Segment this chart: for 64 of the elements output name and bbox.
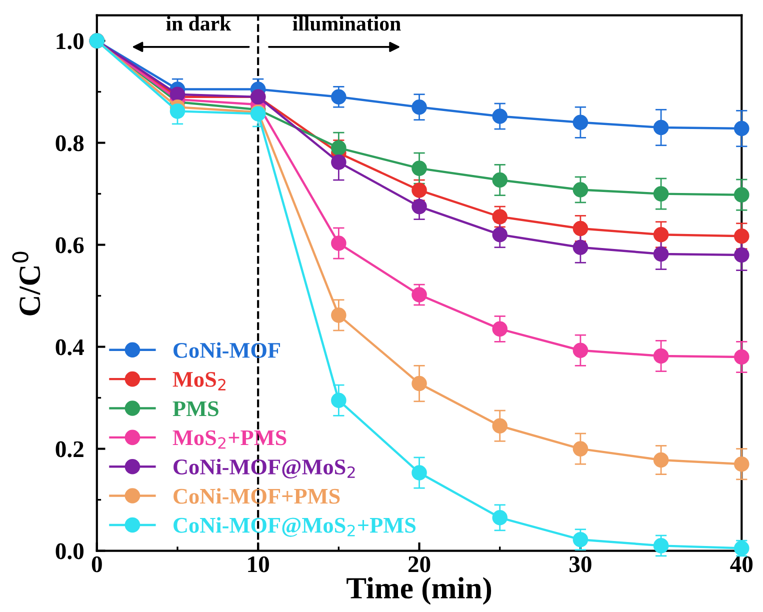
x-tick-label: 20 <box>408 556 430 572</box>
point <box>492 321 508 337</box>
point <box>572 182 588 198</box>
legend-label: CoNi-MOF <box>174 342 280 358</box>
point <box>331 154 346 170</box>
y-tick-label: 0.4 <box>56 339 84 356</box>
legend-label: MoS$_{2}$+PMS <box>172 430 286 449</box>
point <box>653 186 669 202</box>
legend-label: CoNi-MOF@MoS$_{2}$+PMS <box>174 517 416 537</box>
x-tick-label: 0 <box>92 556 102 572</box>
y-axis-title: C/C$^{0}$ <box>12 252 40 316</box>
legend-label: CoNi-MOF+PMS <box>174 488 340 504</box>
point <box>170 86 186 102</box>
y-tick-label: 0.8 <box>56 135 84 152</box>
x-axis-title: Time (min) <box>346 577 492 605</box>
point <box>492 172 508 188</box>
x-tick-label: 40 <box>730 556 753 572</box>
legend-label: CoNi-MOF@MoS$_{2}$ <box>174 458 355 478</box>
point <box>412 182 427 198</box>
point <box>572 240 588 255</box>
y-tick-label: 0.0 <box>56 543 84 560</box>
point <box>653 348 669 364</box>
point <box>653 246 669 262</box>
point <box>653 120 669 136</box>
x-tick-label: 30 <box>570 556 592 572</box>
point <box>170 104 186 119</box>
point <box>492 209 508 224</box>
point <box>492 108 508 124</box>
point <box>572 220 588 236</box>
point <box>653 226 669 242</box>
point <box>734 120 750 136</box>
point <box>331 236 346 251</box>
y-tick-label: 0.6 <box>56 237 84 254</box>
point <box>572 342 588 358</box>
y-tick-label: 1.0 <box>56 33 84 50</box>
point <box>331 392 346 408</box>
point <box>331 308 346 323</box>
point <box>412 160 427 176</box>
point <box>331 89 346 105</box>
annotation: illumination <box>292 16 401 31</box>
y-tick-label: 0.2 <box>56 441 84 458</box>
point <box>412 99 427 115</box>
point <box>492 510 508 526</box>
legend-label: MoS$_{2}$ <box>172 372 226 390</box>
point <box>572 114 588 130</box>
point <box>734 247 750 263</box>
point <box>734 187 750 202</box>
point <box>492 226 508 242</box>
point <box>734 349 750 365</box>
point <box>572 441 588 456</box>
point <box>412 376 427 392</box>
point <box>734 456 750 472</box>
point <box>734 228 750 244</box>
point <box>653 452 669 468</box>
x-tick-label: 10 <box>248 556 269 572</box>
point <box>572 532 588 548</box>
point <box>331 140 346 156</box>
legend-label: PMS <box>172 401 218 416</box>
point <box>412 465 427 480</box>
annotation: in dark <box>166 16 232 31</box>
point <box>412 198 427 214</box>
point <box>412 287 427 302</box>
point <box>492 418 508 434</box>
point <box>653 538 669 554</box>
